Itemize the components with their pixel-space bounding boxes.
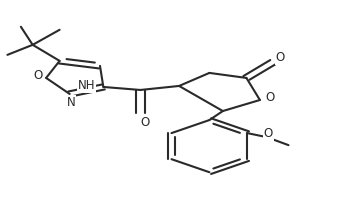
Text: O: O [275,51,285,64]
Text: O: O [265,92,274,104]
Text: O: O [141,116,150,129]
Text: O: O [33,69,42,82]
Text: NH: NH [77,79,95,93]
Text: N: N [67,96,76,108]
Text: O: O [264,127,273,140]
